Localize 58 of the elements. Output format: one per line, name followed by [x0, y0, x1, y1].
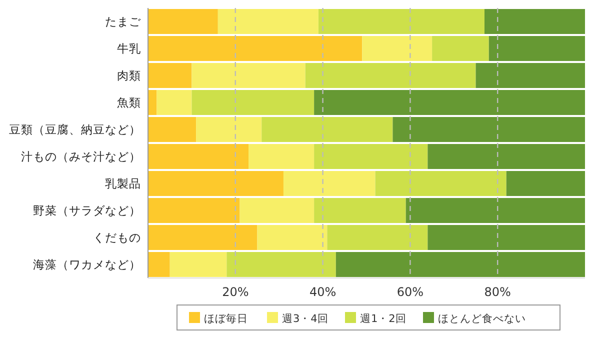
legend-label: ほぼ毎日 [204, 313, 248, 325]
legend-label: 週1・2回 [360, 313, 406, 325]
bar [148, 90, 157, 115]
bar [248, 144, 314, 169]
x-tick-label: 60% [396, 285, 424, 299]
y-tick-label: くだもの [93, 230, 141, 244]
bar [362, 36, 432, 61]
bar [318, 9, 484, 34]
bar [283, 171, 376, 196]
y-tick-label: 野菜（サラダなど） [33, 204, 141, 218]
bar [170, 252, 227, 277]
bar [428, 144, 585, 169]
bar [192, 63, 306, 88]
bar [488, 36, 585, 61]
legend-label: ほとんど食べない [438, 313, 526, 325]
bar [148, 144, 249, 169]
bar [428, 225, 585, 250]
bar [257, 225, 328, 250]
y-tick-label: 汁もの（みそ汁など） [21, 150, 141, 164]
legend-label: 週3・4回 [282, 313, 328, 325]
bar [148, 225, 258, 250]
bar [192, 90, 314, 115]
bar [327, 225, 428, 250]
bar [392, 117, 585, 142]
y-tick-label: 海藻（ワカメなど） [33, 258, 141, 272]
bar [336, 252, 585, 277]
bar [432, 36, 489, 61]
y-tick-label: たまご [105, 14, 142, 28]
bar [240, 198, 314, 223]
bar [218, 9, 318, 34]
y-tick-label: 乳製品 [105, 176, 141, 190]
bar [305, 63, 476, 88]
y-tick-label: 牛乳 [117, 42, 141, 56]
bar [148, 117, 196, 142]
x-tick-label: 20% [222, 285, 249, 299]
bar [484, 9, 585, 34]
bar [314, 90, 585, 115]
y-tick-label: 豆類（豆腐、納豆など） [9, 122, 141, 136]
bar [314, 198, 406, 223]
y-tick-label: 魚類 [117, 96, 141, 110]
bar [226, 252, 336, 277]
bar [156, 90, 192, 115]
y-tick-label: 肉類 [117, 68, 141, 82]
bar [148, 9, 218, 34]
x-tick-label: 80% [484, 285, 511, 299]
bar [148, 63, 192, 88]
bar [476, 63, 585, 88]
bar [148, 36, 362, 61]
bar [375, 171, 506, 196]
bar [314, 144, 428, 169]
bar [148, 252, 170, 277]
bar [196, 117, 262, 142]
bar [148, 198, 240, 223]
bar [148, 171, 284, 196]
bar [262, 117, 393, 142]
bar [406, 198, 585, 223]
bar [506, 171, 585, 196]
x-tick-label: 40% [309, 285, 336, 299]
